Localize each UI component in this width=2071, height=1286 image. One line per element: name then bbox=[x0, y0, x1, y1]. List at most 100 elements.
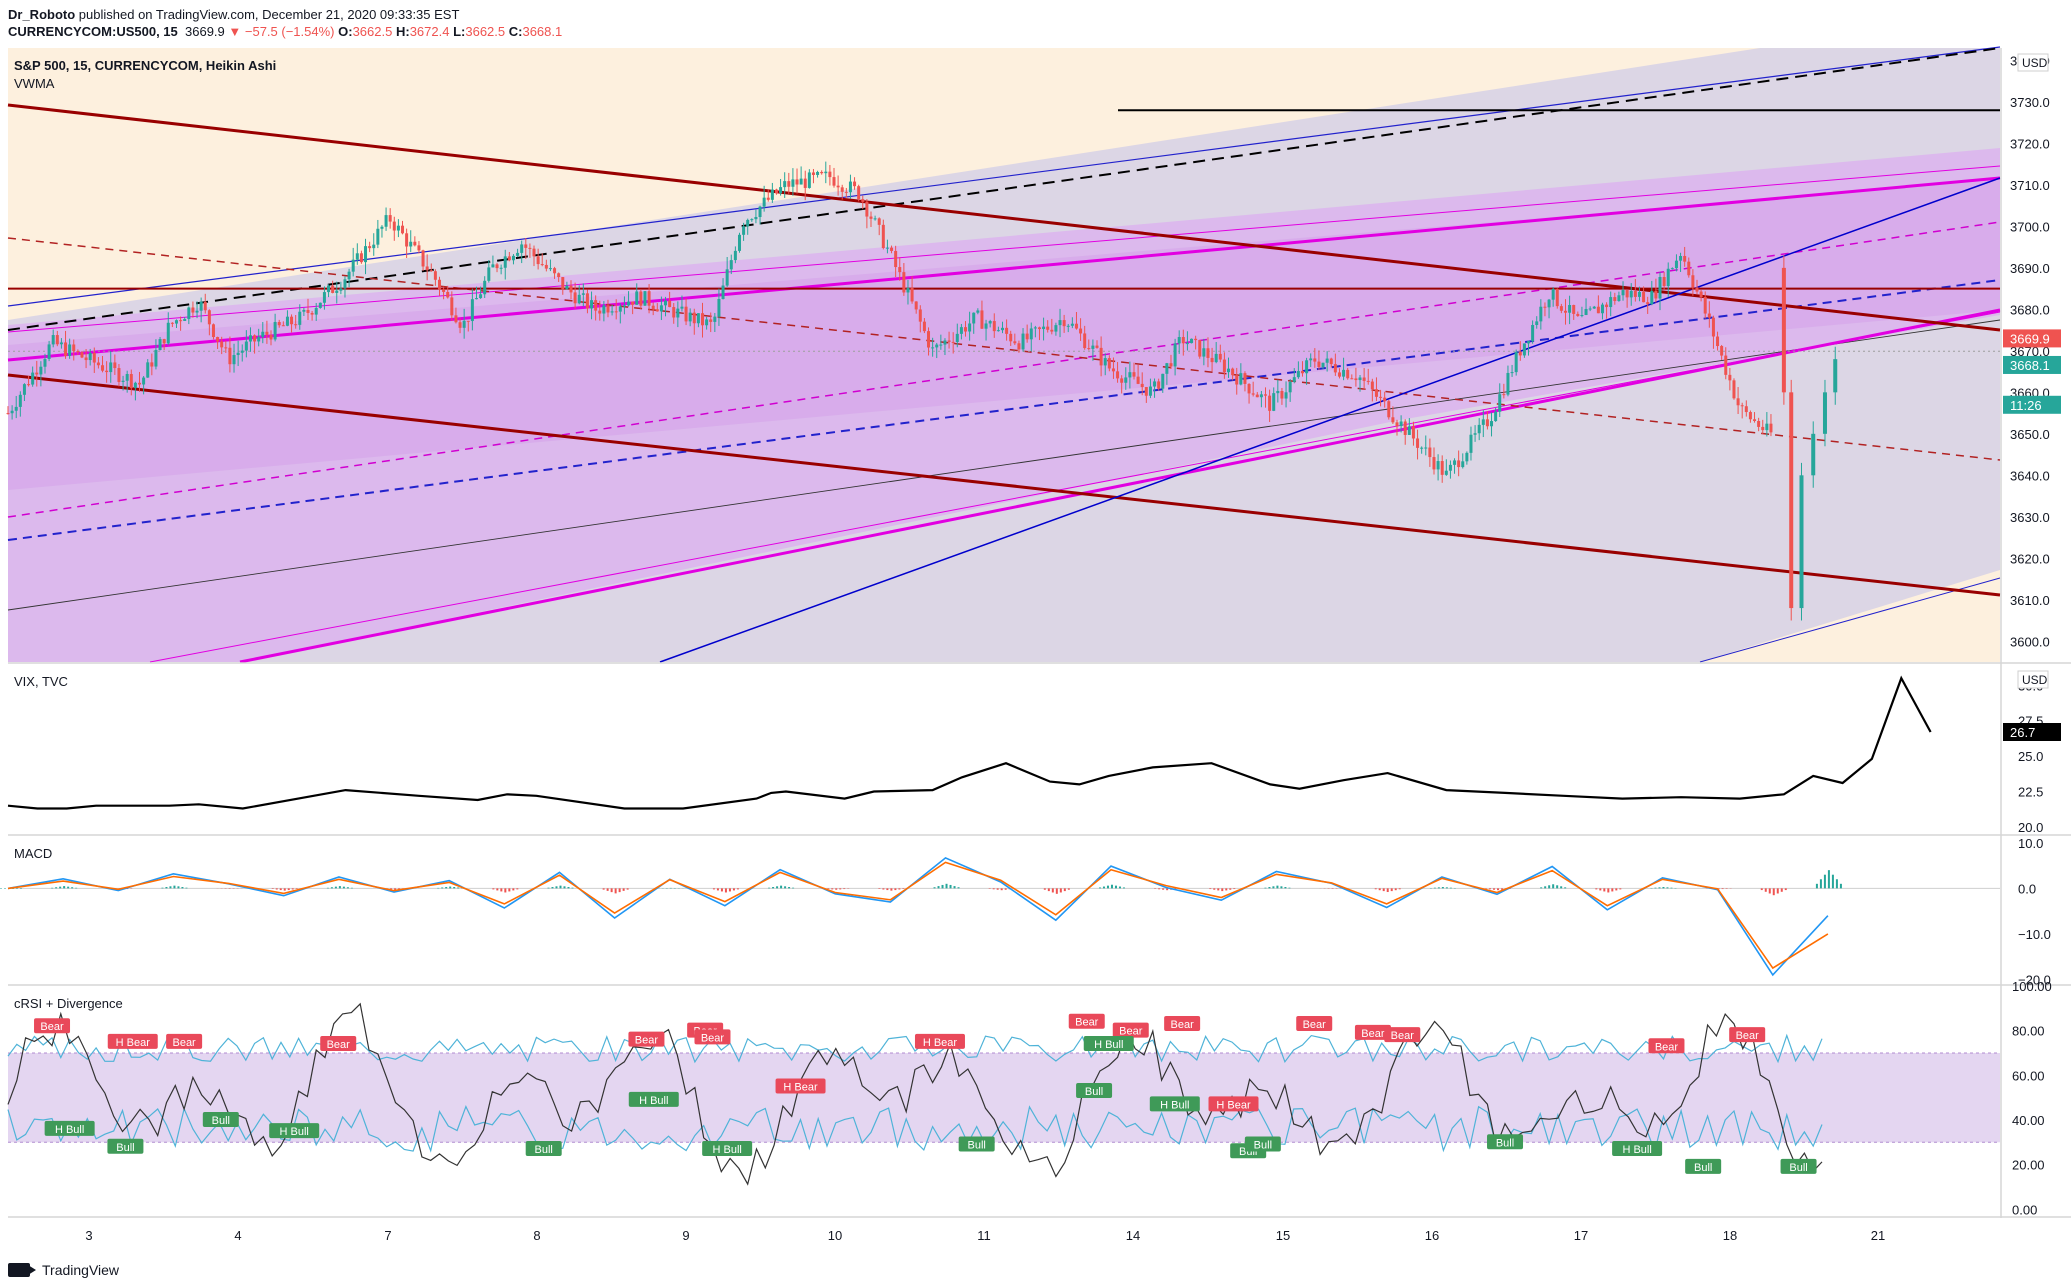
candle-body bbox=[836, 185, 840, 188]
divergence-label-box bbox=[702, 1141, 753, 1157]
crsi-y-tick: 60.00 bbox=[2012, 1068, 2045, 1083]
price-axes[interactable]: 3740.03730.03720.03710.03700.03690.03680… bbox=[8, 48, 2071, 1218]
candle-body bbox=[216, 337, 220, 342]
macd-histogram-bar bbox=[350, 887, 353, 889]
candle-body bbox=[627, 301, 631, 306]
magenta-upper-trendline bbox=[7, 176, 2001, 362]
macd-histogram-bar bbox=[1217, 888, 1220, 891]
candle-body bbox=[869, 216, 873, 219]
divergence-label-box bbox=[320, 1036, 357, 1052]
candle-body bbox=[688, 312, 692, 322]
candle-body bbox=[18, 394, 22, 407]
tradingview-logo-icon bbox=[8, 1263, 36, 1277]
candle-body bbox=[729, 260, 733, 270]
candle-body bbox=[795, 179, 799, 185]
candle-body bbox=[1769, 423, 1773, 433]
candle-body bbox=[10, 410, 14, 414]
macd-histogram-bar bbox=[1047, 888, 1050, 892]
open-value: 3662.5 bbox=[352, 24, 393, 39]
candle-body bbox=[779, 187, 783, 194]
candle-body bbox=[1461, 461, 1465, 468]
black-dashed-midline bbox=[7, 47, 2001, 331]
macd-histogram-bar bbox=[295, 888, 298, 889]
macd-histogram-bar bbox=[614, 888, 617, 894]
candle-body bbox=[133, 382, 137, 389]
candle-body bbox=[894, 250, 898, 268]
time-axis[interactable]: 3 4 7 8 9 10 11 14 15 16 17 18 21 bbox=[85, 1228, 1885, 1243]
candle-body bbox=[1235, 375, 1239, 385]
macd-histogram-bar bbox=[67, 886, 70, 889]
macd-histogram-bar bbox=[1835, 879, 1838, 889]
macd-histogram-bar bbox=[831, 888, 834, 890]
candle-body bbox=[890, 247, 894, 251]
last-value: 3669.9 bbox=[185, 24, 225, 39]
candle-body bbox=[635, 291, 639, 305]
macd-histogram-bar bbox=[1611, 888, 1614, 892]
candle-body bbox=[1732, 380, 1736, 399]
x-tick-day-11: 11 bbox=[977, 1228, 991, 1243]
candle-body bbox=[622, 305, 626, 307]
macd-histogram-bar bbox=[4, 888, 6, 889]
candle-body bbox=[557, 273, 561, 278]
candle-body bbox=[331, 285, 335, 293]
vix-last-tag-box bbox=[2003, 723, 2061, 741]
candle-body bbox=[43, 358, 47, 367]
vix-plot bbox=[7, 675, 1932, 810]
macd-histogram-bar bbox=[1501, 888, 1504, 890]
symbol-ohlc-line: CURRENCYCOM:US500, 15 3669.9 ▼ −57.5 (−1… bbox=[8, 24, 562, 39]
candle-body bbox=[1600, 304, 1604, 314]
candle-body bbox=[602, 305, 606, 314]
candle-body bbox=[1539, 306, 1543, 322]
macd-histogram-bar bbox=[1213, 888, 1216, 890]
candle-body bbox=[1194, 338, 1198, 341]
candle-body bbox=[1440, 461, 1444, 475]
candle-body bbox=[1190, 338, 1194, 344]
divergence-label-box bbox=[202, 1111, 239, 1127]
macd-histogram-bar bbox=[878, 888, 881, 889]
candle-body bbox=[1247, 383, 1251, 394]
macd-histogram-bar bbox=[334, 886, 337, 889]
high-value: 3672.4 bbox=[409, 24, 450, 39]
candle-body bbox=[429, 270, 433, 272]
footer-brand[interactable]: TradingView bbox=[8, 1262, 119, 1278]
candle-body bbox=[1444, 470, 1448, 475]
divergence-label-bull: Bull bbox=[1496, 1137, 1514, 1149]
candle-body bbox=[240, 350, 244, 353]
macd-histogram-bar bbox=[728, 888, 731, 892]
candle-body bbox=[6, 413, 10, 415]
macd-y-tick: −10.0 bbox=[2018, 927, 2051, 942]
candle-body bbox=[853, 181, 857, 187]
macd-histogram-bar bbox=[1043, 888, 1046, 890]
candle-body bbox=[1391, 417, 1395, 423]
macd-histogram-bar bbox=[504, 888, 507, 893]
candle-body bbox=[232, 355, 236, 365]
candle-body bbox=[516, 252, 520, 256]
channel-fills bbox=[8, 48, 2000, 662]
candle-body bbox=[318, 302, 322, 308]
macd-histogram-bar bbox=[287, 888, 290, 891]
x-tick-day-17: 17 bbox=[1574, 1228, 1588, 1243]
crsi-y-tick: 100.00 bbox=[2012, 979, 2052, 994]
divergence-label-box bbox=[1384, 1027, 1421, 1043]
macd-histogram-bar bbox=[1102, 886, 1105, 889]
candle-body bbox=[364, 246, 368, 263]
candle-body bbox=[1563, 310, 1567, 313]
macd-histogram-bar bbox=[1118, 886, 1121, 889]
divergence-label-bear: Bear bbox=[1075, 1017, 1099, 1029]
candle-body bbox=[113, 362, 117, 369]
grey-regression-line bbox=[7, 319, 2001, 611]
divergence-label-bull: Bull bbox=[535, 1144, 553, 1156]
candle-body bbox=[1313, 358, 1317, 362]
candle-body bbox=[487, 267, 491, 281]
macd-histogram-bar bbox=[492, 888, 495, 890]
macd-y-tick: −20.0 bbox=[2018, 972, 2051, 987]
macd-histogram-bar bbox=[602, 888, 605, 890]
macd-histogram-bar bbox=[1059, 888, 1062, 893]
publisher-name[interactable]: Dr_Roboto bbox=[8, 7, 76, 22]
macd-histogram-bar bbox=[1221, 888, 1224, 892]
macd-histogram-bar bbox=[1276, 885, 1279, 889]
macd-histogram-bar bbox=[772, 887, 775, 889]
candle-body bbox=[1107, 358, 1111, 369]
candle-body bbox=[392, 221, 396, 231]
